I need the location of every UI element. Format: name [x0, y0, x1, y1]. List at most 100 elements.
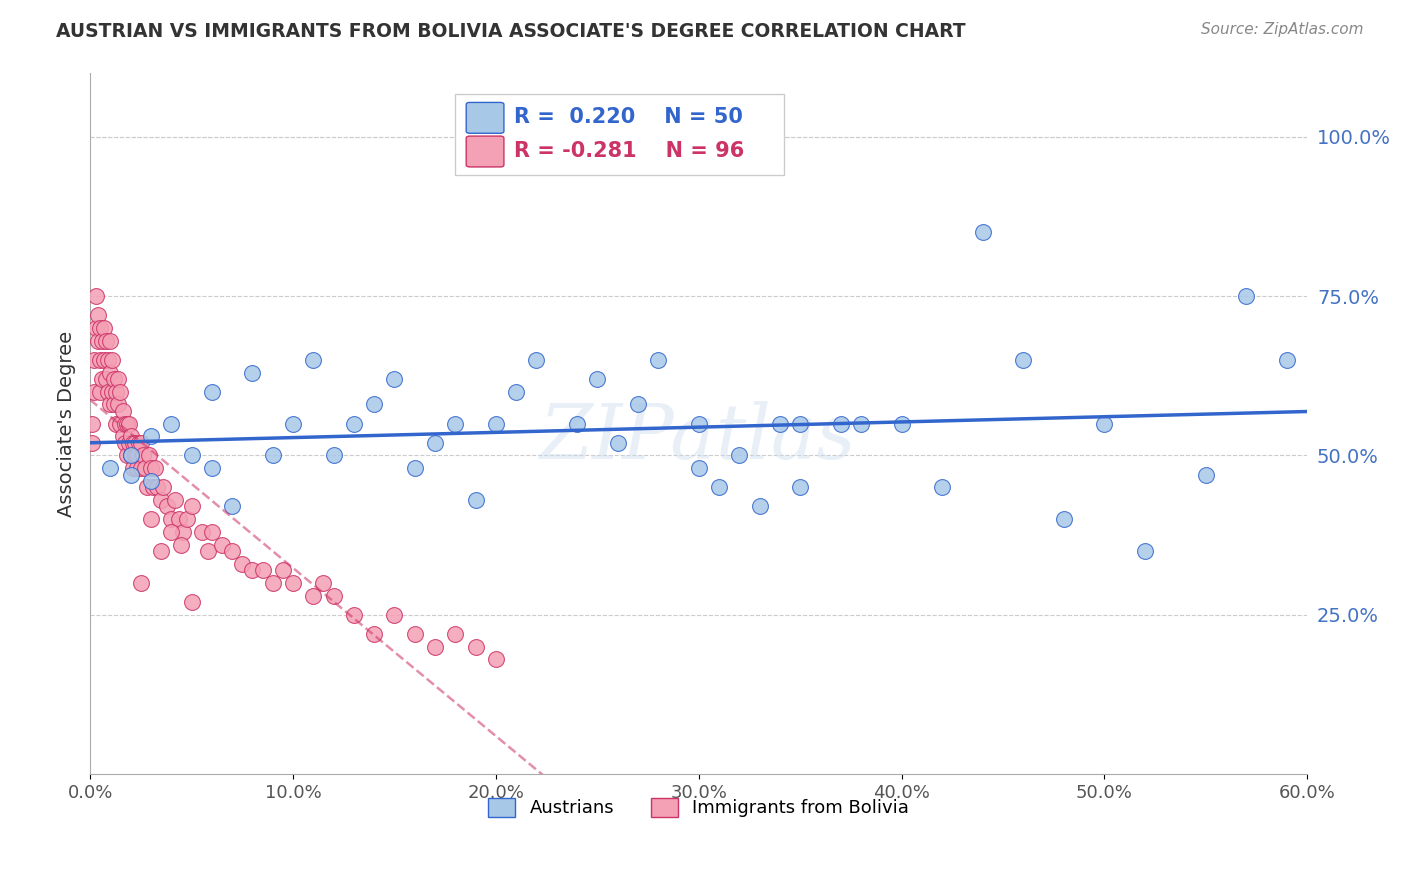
Point: [1092, 417, 1115, 431]
Legend: Austrians, Immigrants from Bolivia: Austrians, Immigrants from Bolivia: [481, 791, 917, 825]
Point: [688, 461, 710, 475]
Point: [382, 372, 405, 386]
Point: [125, 449, 148, 463]
Point: [312, 575, 335, 590]
Point: [120, 467, 142, 482]
Point: [221, 500, 243, 514]
Point: [139, 429, 162, 443]
Point: [128, 435, 150, 450]
Point: [1053, 512, 1076, 526]
Point: [647, 352, 669, 367]
Point: [728, 449, 751, 463]
Point: [93, 321, 115, 335]
Point: [180, 449, 202, 463]
Y-axis label: Associate's Degree: Associate's Degree: [58, 331, 76, 516]
Point: [96, 372, 118, 386]
Text: R =  0.220    N = 50: R = 0.220 N = 50: [513, 107, 742, 127]
Point: [281, 575, 304, 590]
Point: [83, 352, 105, 367]
Point: [464, 640, 486, 654]
Point: [146, 480, 169, 494]
Point: [1133, 544, 1156, 558]
Point: [120, 449, 142, 463]
Point: [1234, 289, 1257, 303]
Point: [114, 417, 136, 431]
Point: [302, 352, 325, 367]
Point: [170, 538, 193, 552]
Point: [1275, 352, 1298, 367]
Point: [101, 384, 124, 399]
Point: [176, 512, 198, 526]
Point: [201, 461, 224, 475]
Point: [87, 334, 110, 348]
Point: [129, 461, 152, 475]
Point: [132, 449, 155, 463]
Point: [98, 334, 121, 348]
Point: [89, 321, 111, 335]
Point: [129, 435, 152, 450]
Point: [160, 417, 183, 431]
Point: [423, 640, 446, 654]
Point: [382, 607, 405, 622]
Point: [139, 474, 162, 488]
Point: [91, 372, 114, 386]
Point: [444, 417, 467, 431]
Point: [252, 563, 274, 577]
Point: [124, 449, 146, 463]
Point: [524, 352, 547, 367]
Point: [322, 449, 344, 463]
Point: [156, 500, 179, 514]
Point: [343, 417, 366, 431]
Point: [190, 524, 212, 539]
FancyBboxPatch shape: [467, 103, 503, 133]
Point: [103, 397, 125, 411]
Point: [165, 493, 187, 508]
Point: [748, 500, 770, 514]
Point: [89, 384, 111, 399]
Point: [565, 417, 588, 431]
Point: [125, 461, 148, 475]
Point: [363, 397, 385, 411]
Point: [931, 480, 953, 494]
Point: [271, 563, 294, 577]
Point: [262, 575, 284, 590]
Point: [98, 366, 121, 380]
Point: [586, 372, 609, 386]
Point: [423, 435, 446, 450]
Point: [101, 352, 124, 367]
Text: AUSTRIAN VS IMMIGRANTS FROM BOLIVIA ASSOCIATE'S DEGREE CORRELATION CHART: AUSTRIAN VS IMMIGRANTS FROM BOLIVIA ASSO…: [56, 22, 966, 41]
Point: [117, 417, 139, 431]
Point: [1195, 467, 1218, 482]
Point: [103, 372, 125, 386]
Point: [180, 595, 202, 609]
Point: [120, 429, 142, 443]
Point: [107, 372, 129, 386]
Point: [82, 417, 104, 431]
Point: [134, 461, 156, 475]
Point: [972, 225, 994, 239]
Point: [221, 544, 243, 558]
Point: [197, 544, 219, 558]
Point: [83, 384, 105, 399]
Point: [849, 417, 872, 431]
FancyBboxPatch shape: [456, 94, 785, 175]
Point: [485, 652, 508, 666]
Point: [343, 607, 366, 622]
Point: [120, 449, 142, 463]
Point: [769, 417, 792, 431]
Point: [117, 435, 139, 450]
Point: [201, 384, 224, 399]
Point: [124, 435, 146, 450]
Point: [688, 417, 710, 431]
Point: [231, 557, 253, 571]
Point: [830, 417, 852, 431]
Text: Source: ZipAtlas.com: Source: ZipAtlas.com: [1201, 22, 1364, 37]
Point: [105, 417, 128, 431]
Point: [201, 524, 224, 539]
Point: [142, 480, 165, 494]
Point: [89, 352, 111, 367]
Point: [240, 563, 263, 577]
Point: [444, 627, 467, 641]
Point: [240, 366, 263, 380]
Point: [98, 397, 121, 411]
